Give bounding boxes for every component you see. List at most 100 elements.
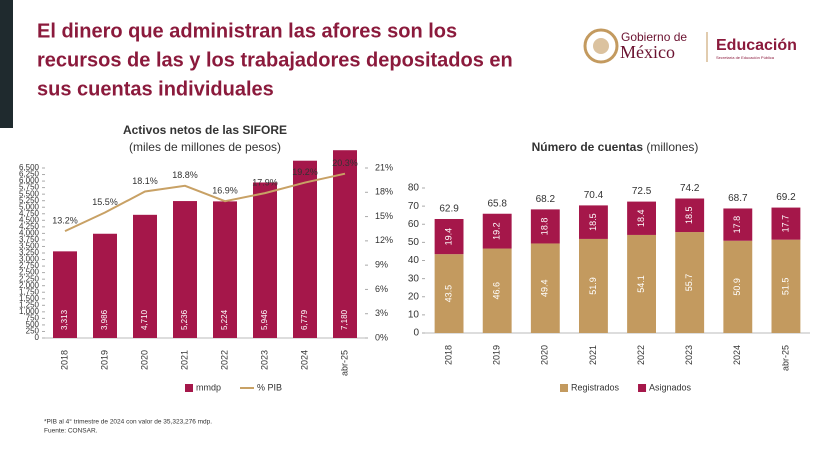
total-label: 74.2: [680, 183, 700, 194]
bar-segment: [530, 209, 560, 244]
slide-title: recursos de las y los trabajadores depos…: [37, 49, 513, 71]
y2-tick-label: 9%: [375, 260, 388, 270]
total-label: 69.2: [776, 192, 796, 203]
data-label: 3,986: [100, 309, 109, 330]
data-label: 18.8%: [172, 170, 198, 180]
bar: [333, 150, 357, 338]
data-label: 19.2%: [292, 167, 318, 177]
data-label: 18.8: [540, 218, 550, 236]
bar: [253, 182, 277, 338]
total-label: 62.9: [439, 204, 459, 215]
chart-title: Activos netos de las SIFORE: [123, 123, 287, 137]
bar-segment: [434, 218, 464, 255]
legend-swatch: [638, 384, 647, 392]
data-label: 5,946: [260, 309, 269, 330]
x-tick-label: 2018: [443, 345, 453, 365]
bar-segment: [675, 198, 705, 233]
bar: [93, 233, 117, 338]
bar-segment: [482, 248, 512, 333]
y-tick-label: 3,000: [19, 255, 40, 264]
x-tick-label: abr-25: [339, 350, 349, 376]
y-tick-label: 2,750: [19, 261, 40, 270]
x-tick-label: 2019: [99, 350, 109, 370]
chart-subtitle: (millones): [643, 140, 698, 154]
total-label: 68.7: [728, 193, 748, 204]
seal: [583, 28, 619, 64]
data-label: 13.2%: [52, 216, 78, 226]
bar-segment: [482, 213, 512, 249]
legend-label: mmdp: [196, 382, 221, 392]
data-label: 5,224: [220, 309, 229, 330]
y2-tick-label: 15%: [375, 211, 393, 221]
y-tick-label: 3,750: [19, 235, 40, 244]
y2-tick-label: 6%: [375, 284, 388, 294]
x-tick-label: 2024: [732, 345, 742, 365]
total-label: 72.5: [632, 186, 652, 197]
y-tick-label: 500: [26, 320, 40, 329]
data-label: 43.5: [443, 285, 453, 303]
y-tick-label: 80: [408, 183, 420, 194]
data-label: 4,710: [140, 309, 149, 330]
data-label: 3,313: [60, 309, 69, 330]
bar-segment: [771, 239, 801, 333]
x-tick-label: 2019: [492, 345, 502, 365]
y-tick-label: 4,000: [19, 228, 40, 237]
data-label: 51.5: [780, 278, 790, 296]
bar-segment: [627, 201, 656, 235]
y-tick-label: 250: [26, 327, 40, 336]
y-tick-label: 0: [413, 328, 419, 339]
logo-text: Secretaría de Educación Pública: [716, 55, 775, 60]
y-tick-label: 20: [408, 291, 420, 302]
bar-segment: [675, 232, 705, 333]
y-tick-label: 2,500: [19, 268, 40, 277]
bar: [213, 201, 237, 338]
data-label: 18.5: [684, 207, 694, 225]
y-tick-label: 6,500: [19, 163, 40, 172]
x-tick-label: 2023: [259, 350, 269, 370]
data-label: 5,236: [180, 309, 189, 330]
data-label: 19.4: [443, 228, 453, 246]
chart-subtitle: (miles de millones de pesos): [129, 140, 281, 154]
bar: [133, 214, 157, 338]
y2-tick-label: 18%: [375, 187, 393, 197]
data-label: 46.6: [492, 282, 502, 300]
y-tick-label: 5,750: [19, 183, 40, 192]
x-tick-label: 2024: [299, 350, 309, 370]
x-tick-label: 2021: [588, 345, 598, 365]
data-label: 51.9: [588, 277, 598, 295]
bar-segment: [434, 254, 464, 333]
x-tick-label: 2022: [636, 345, 646, 365]
data-label: 17.8: [732, 216, 742, 234]
y-tick-label: 1,750: [19, 287, 40, 296]
data-label: 54.1: [636, 275, 646, 293]
chart-title: Número de cuentas: [532, 140, 644, 154]
y-tick-label: 50: [408, 237, 420, 248]
y-tick-label: 60: [408, 219, 420, 230]
bar-segment: [579, 238, 608, 333]
bar-segment: [627, 234, 656, 333]
bar: [53, 251, 77, 338]
y-tick-label: 5,250: [19, 196, 40, 205]
data-label: 7,180: [340, 309, 349, 330]
footnote: Fuente: CONSAR.: [44, 428, 98, 435]
data-label: 19.2: [492, 222, 502, 240]
y2-tick-label: 21%: [375, 162, 393, 172]
y-tick-label: 6,250: [19, 170, 40, 179]
y-tick-label: 4,250: [19, 222, 40, 231]
y-tick-label: 10: [408, 310, 420, 321]
data-label: 18.5: [588, 213, 598, 231]
bar-segment: [771, 207, 801, 240]
y-tick-label: 2,250: [19, 274, 40, 283]
y-tick-label: 30: [408, 273, 420, 284]
y2-tick-label: 0%: [375, 332, 388, 342]
data-label: 6,779: [300, 309, 309, 330]
x-tick-label: 2023: [684, 345, 694, 365]
bar-segment: [723, 240, 753, 333]
x-tick-label: 2020: [139, 350, 149, 370]
data-label: 17.9%: [252, 177, 278, 187]
data-label: 18.1%: [132, 176, 158, 186]
legend-swatch: [185, 384, 193, 392]
y-tick-label: 1,500: [19, 294, 40, 303]
y-tick-label: 5,500: [19, 189, 40, 198]
